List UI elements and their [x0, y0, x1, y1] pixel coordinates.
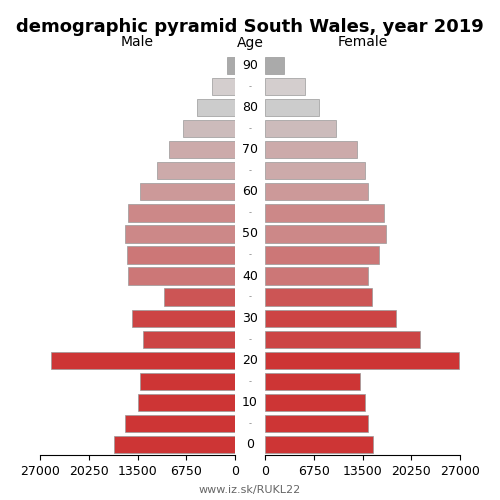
- Bar: [265, 288, 372, 306]
- Bar: [265, 310, 396, 327]
- Text: 40: 40: [242, 270, 258, 282]
- Bar: [132, 310, 235, 327]
- Bar: [183, 120, 235, 138]
- Bar: [265, 394, 364, 411]
- Bar: [265, 162, 364, 180]
- Bar: [125, 415, 235, 432]
- Text: 0: 0: [246, 438, 254, 451]
- Bar: [164, 288, 235, 306]
- Bar: [227, 57, 235, 74]
- Bar: [212, 78, 235, 95]
- Bar: [265, 415, 368, 432]
- Bar: [51, 352, 235, 369]
- Bar: [265, 78, 304, 95]
- Text: Female: Female: [338, 36, 388, 50]
- Text: -: -: [248, 208, 252, 218]
- Text: -: -: [248, 334, 252, 344]
- Text: Male: Male: [121, 36, 154, 50]
- Bar: [125, 226, 235, 242]
- Text: -: -: [248, 419, 252, 428]
- Text: -: -: [248, 82, 252, 91]
- Text: 50: 50: [242, 228, 258, 240]
- Bar: [265, 352, 458, 369]
- Text: -: -: [248, 166, 252, 175]
- Text: 60: 60: [242, 186, 258, 198]
- Text: Age: Age: [236, 36, 264, 50]
- Bar: [138, 394, 235, 411]
- Bar: [114, 436, 235, 453]
- Bar: [265, 120, 336, 138]
- Bar: [142, 330, 235, 348]
- Text: 30: 30: [242, 312, 258, 324]
- Bar: [140, 183, 235, 200]
- Bar: [157, 162, 235, 180]
- Text: -: -: [248, 124, 252, 133]
- Text: -: -: [248, 377, 252, 386]
- Text: www.iz.sk/RUKL22: www.iz.sk/RUKL22: [199, 485, 301, 495]
- Bar: [265, 372, 360, 390]
- Bar: [128, 204, 235, 222]
- Bar: [128, 268, 235, 284]
- Text: 80: 80: [242, 101, 258, 114]
- Bar: [265, 330, 420, 348]
- Text: demographic pyramid South Wales, year 2019: demographic pyramid South Wales, year 20…: [16, 18, 484, 36]
- Text: 10: 10: [242, 396, 258, 409]
- Text: -: -: [248, 250, 252, 260]
- Bar: [265, 226, 386, 242]
- Bar: [126, 246, 235, 264]
- Text: 20: 20: [242, 354, 258, 367]
- Bar: [265, 204, 384, 222]
- Bar: [265, 141, 358, 158]
- Bar: [265, 436, 374, 453]
- Bar: [140, 372, 235, 390]
- Bar: [265, 99, 319, 116]
- Text: 90: 90: [242, 59, 258, 72]
- Text: -: -: [248, 292, 252, 302]
- Bar: [265, 57, 284, 74]
- Text: 70: 70: [242, 143, 258, 156]
- Bar: [168, 141, 235, 158]
- Bar: [198, 99, 235, 116]
- Bar: [265, 246, 379, 264]
- Bar: [265, 183, 368, 200]
- Bar: [265, 268, 368, 284]
